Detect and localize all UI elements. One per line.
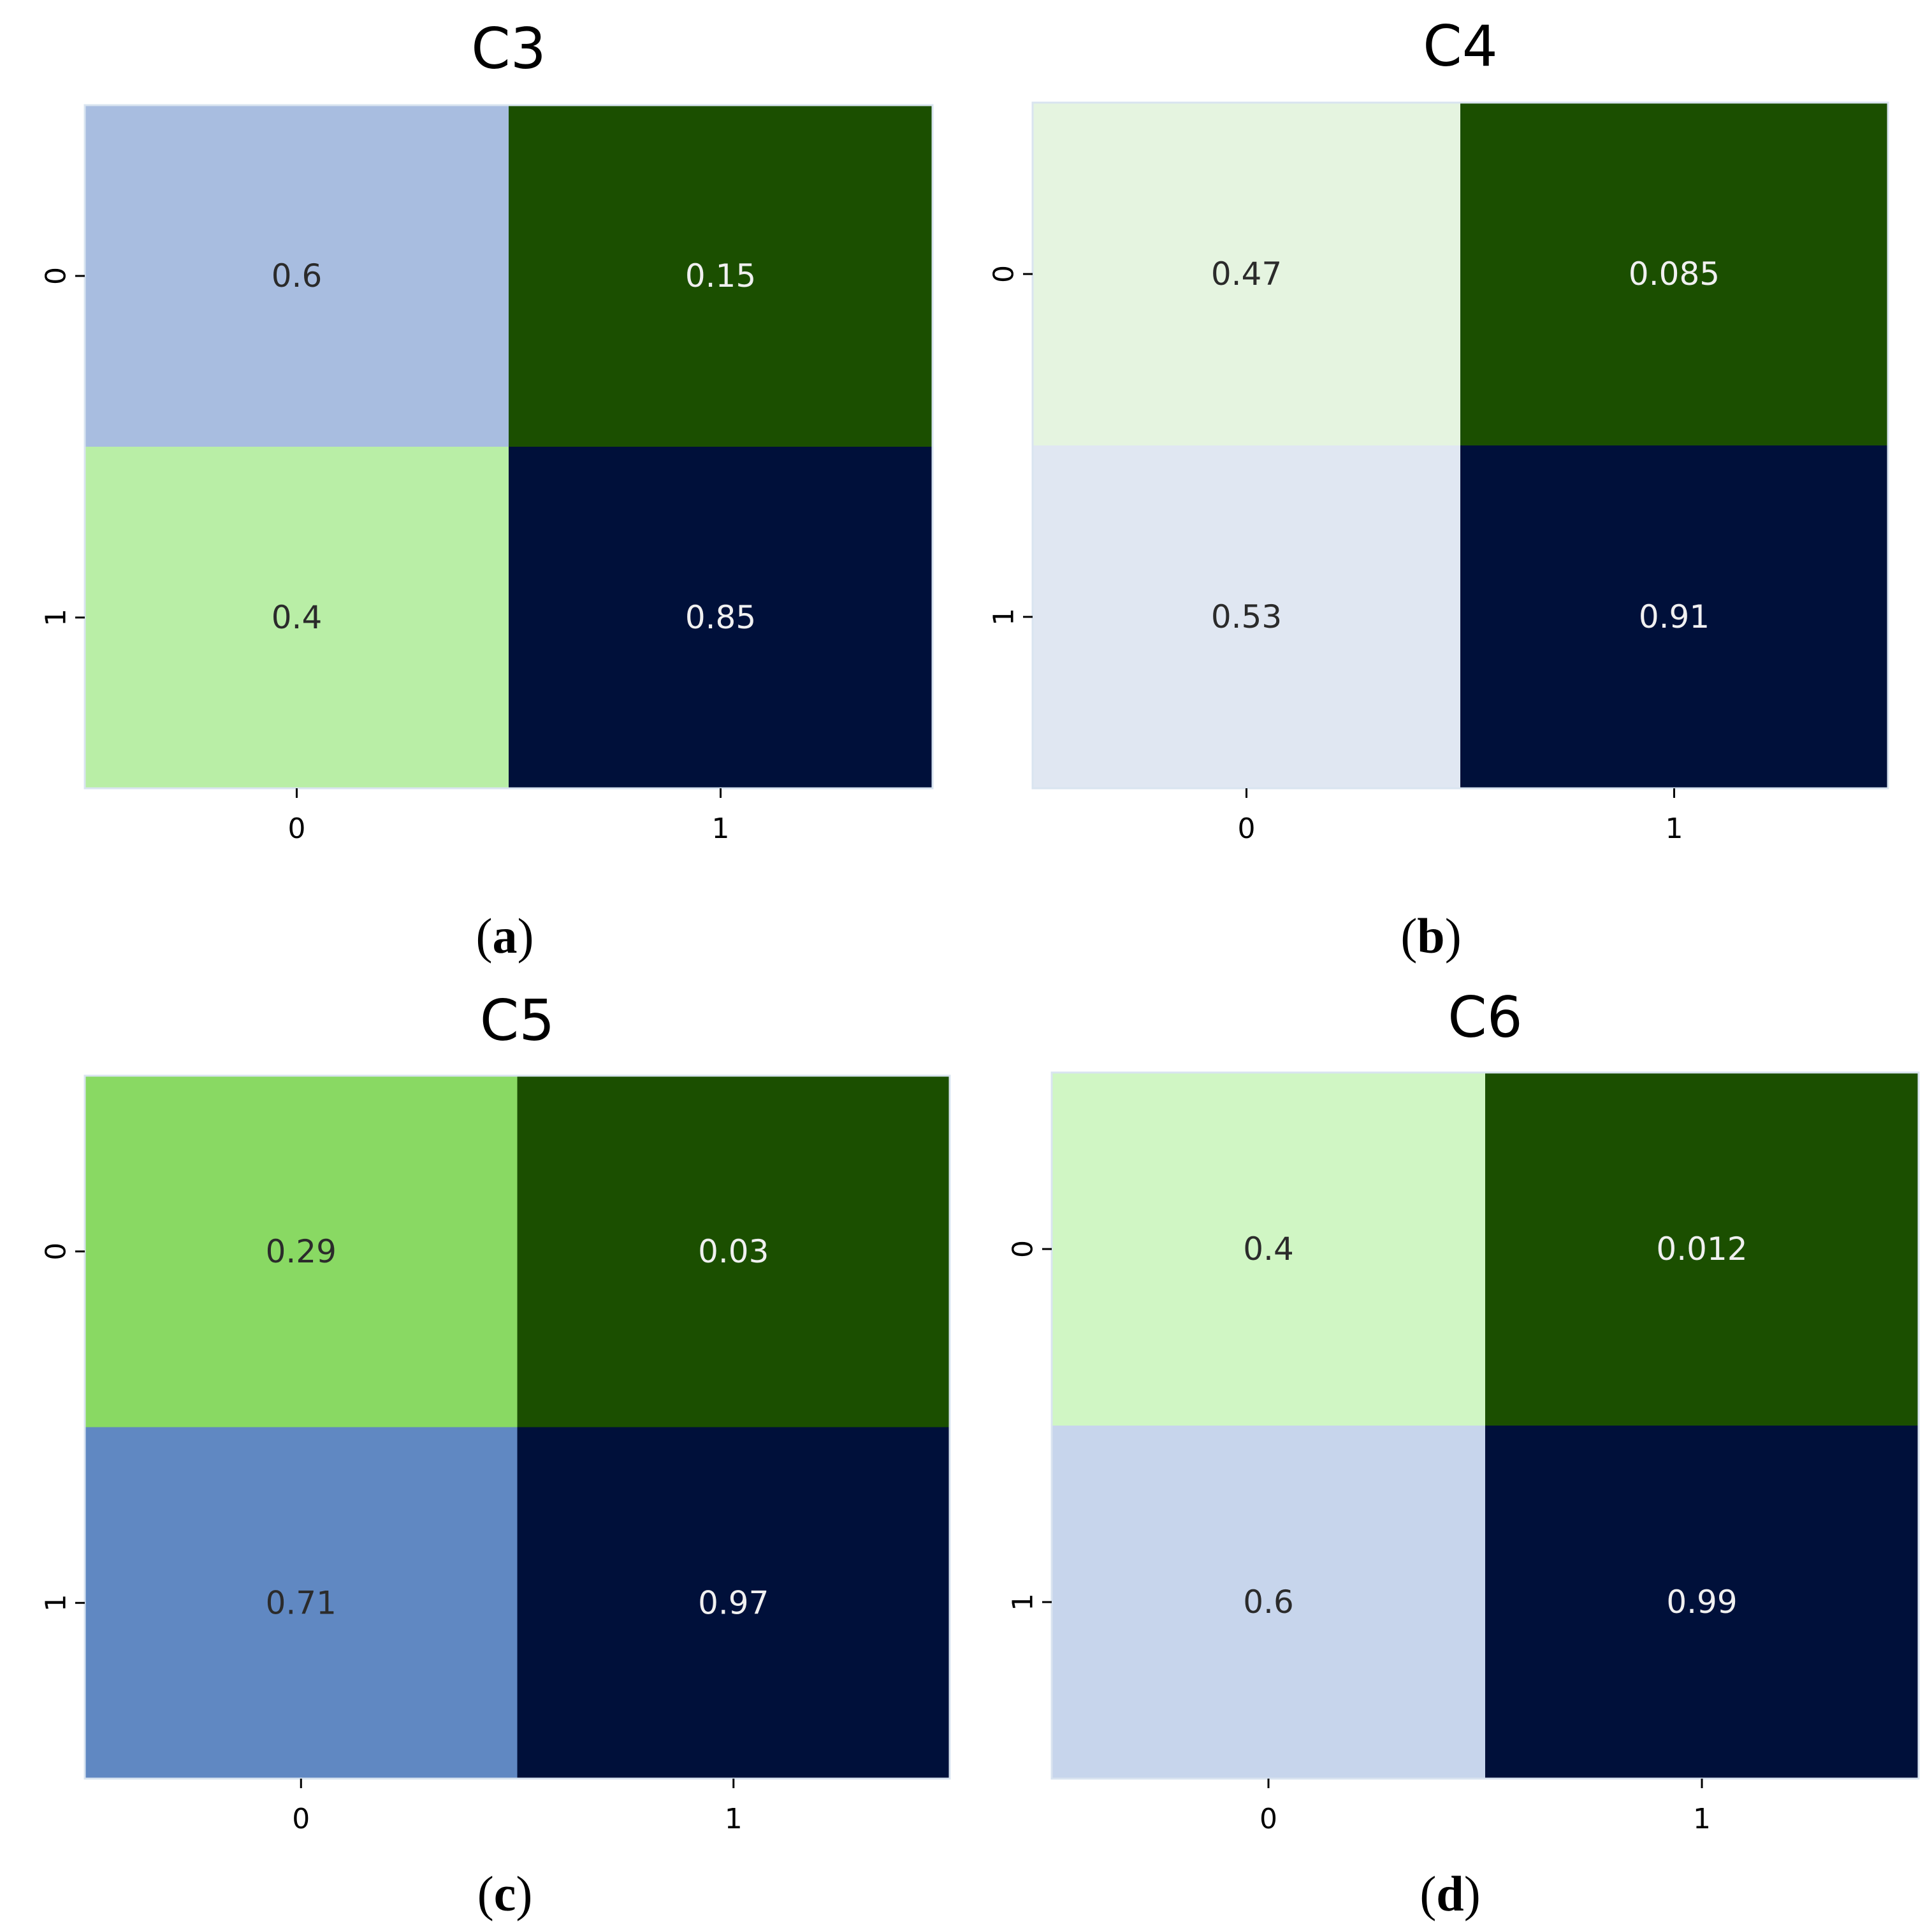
y-tick-label: 1 xyxy=(988,608,1020,626)
heatmap-cell-r0-c1 xyxy=(509,105,933,447)
panel-caption: (d) xyxy=(1420,1866,1480,1921)
heatmap-cell-r1-c1 xyxy=(509,447,933,788)
y-tick-label: 1 xyxy=(40,609,73,626)
x-tick-label: 0 xyxy=(1238,813,1256,845)
heatmap-cell-r1-c0 xyxy=(85,1427,518,1779)
heatmap-border xyxy=(1050,1071,1920,1780)
heatmap-cell-r1-c1 xyxy=(1460,445,1888,788)
heatmap-cell-r0-c1 xyxy=(517,1076,950,1427)
x-tick-label: 1 xyxy=(725,1803,743,1835)
cell-value-label: 0.47 xyxy=(1211,256,1282,293)
heatmap-cell-r0-c0 xyxy=(1033,103,1460,445)
panel-caption: (c) xyxy=(477,1866,533,1921)
heatmap-border xyxy=(84,1074,951,1780)
cell-value-label: 0.91 xyxy=(1639,598,1710,635)
heatmap-cell-r1-c1 xyxy=(517,1427,950,1779)
cell-value-label: 0.085 xyxy=(1629,256,1720,293)
y-tick-label: 1 xyxy=(1007,1593,1040,1611)
heatmap-panel-c4: C4 0.47 0.085 0.53 0.91 0 1 0 1 (b) xyxy=(988,13,1889,964)
cell-value-label: 0.6 xyxy=(1243,1584,1294,1621)
panel-title: C4 xyxy=(1423,13,1497,79)
x-tick-label: 1 xyxy=(1693,1803,1711,1835)
x-tick-label: 0 xyxy=(1260,1803,1277,1835)
y-tick-label: 0 xyxy=(1007,1240,1040,1258)
heatmap-panel-c5: C5 0.29 0.03 0.71 0.97 0 1 0 1 (c) xyxy=(40,988,951,1921)
panel-title: C6 xyxy=(1448,985,1522,1050)
cell-value-label: 0.71 xyxy=(266,1584,337,1621)
cell-value-label: 0.99 xyxy=(1666,1584,1737,1621)
heatmap-panel-c6: C6 0.4 0.012 0.6 0.99 0 1 0 1 (d) xyxy=(1007,985,1920,1921)
cell-value-label: 0.85 xyxy=(685,599,756,636)
heatmap-cell-r0-c1 xyxy=(1485,1073,1919,1426)
y-tick-label: 0 xyxy=(40,1243,73,1261)
heatmap-cell-r0-c1 xyxy=(1460,103,1888,445)
cell-value-label: 0.4 xyxy=(1243,1231,1294,1268)
cell-value-label: 0.6 xyxy=(272,257,323,294)
x-tick-label: 0 xyxy=(292,1803,310,1835)
heatmap-border xyxy=(1031,101,1889,790)
y-tick-label: 1 xyxy=(40,1594,73,1612)
panel-title: C5 xyxy=(480,988,555,1053)
cell-value-label: 0.29 xyxy=(266,1233,337,1270)
heatmap-cell-r1-c0 xyxy=(85,447,509,788)
x-tick-label: 1 xyxy=(712,813,730,845)
cell-value-label: 0.03 xyxy=(698,1233,769,1270)
heatmap-cell-r0-c0 xyxy=(85,105,509,447)
y-tick-label: 0 xyxy=(988,265,1020,283)
cell-value-label: 0.4 xyxy=(272,599,323,636)
panel-caption: (b) xyxy=(1400,908,1461,964)
heatmap-cell-r1-c0 xyxy=(1033,445,1460,788)
cell-value-label: 0.012 xyxy=(1656,1231,1747,1268)
heatmap-cell-r1-c1 xyxy=(1485,1426,1919,1779)
cell-value-label: 0.15 xyxy=(685,257,756,294)
y-tick-label: 0 xyxy=(40,267,73,285)
cell-value-label: 0.97 xyxy=(698,1584,769,1621)
heatmap-cell-r0-c0 xyxy=(1052,1073,1485,1426)
heatmap-cell-r1-c0 xyxy=(1052,1426,1485,1779)
cell-value-label: 0.53 xyxy=(1211,598,1282,635)
heatmap-border xyxy=(84,104,934,790)
heatmap-cell-r0-c0 xyxy=(85,1076,518,1427)
x-tick-label: 0 xyxy=(288,813,306,845)
panel-title: C3 xyxy=(471,16,546,82)
heatmap-panel-c3: C3 0.6 0.15 0.4 0.85 0 1 0 1 (a) xyxy=(40,16,934,964)
x-tick-label: 1 xyxy=(1666,813,1683,845)
panel-caption: (a) xyxy=(476,908,534,964)
